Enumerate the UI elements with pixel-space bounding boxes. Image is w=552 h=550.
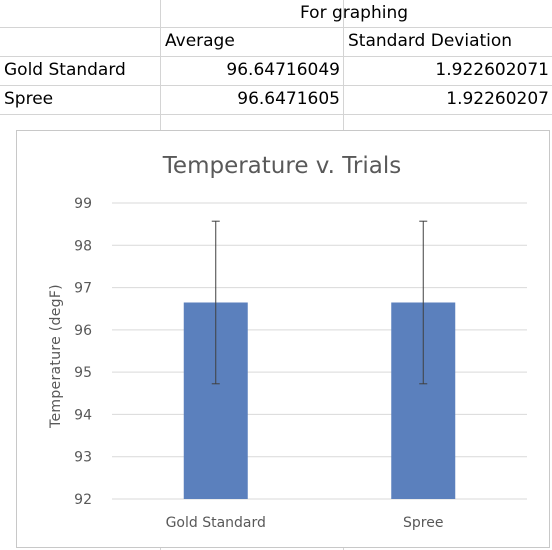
y-tick-label: 94 xyxy=(74,407,92,423)
y-tick-label: 95 xyxy=(74,365,92,381)
x-tick-label: Spree xyxy=(403,515,443,531)
y-axis-label: Temperature (degF) xyxy=(48,284,64,429)
row-divider xyxy=(0,27,552,28)
y-tick-label: 97 xyxy=(74,281,92,297)
y-tick-label: 93 xyxy=(74,450,92,466)
x-tick-label: Gold Standard xyxy=(166,515,266,531)
std-header-cell[interactable]: Standard Deviation xyxy=(348,31,513,51)
row-label-cell[interactable]: Gold Standard xyxy=(4,60,126,80)
average-header-cell[interactable]: Average xyxy=(165,31,235,51)
row-label-cell[interactable]: Spree xyxy=(4,89,54,109)
y-tick-label: 99 xyxy=(74,196,92,212)
row-divider xyxy=(0,114,552,115)
chart-container[interactable]: Temperature v. Trials 92 93 94 95 96 97 98 99 G… xyxy=(16,130,550,548)
std-value-cell[interactable]: 1.922602071 xyxy=(435,60,549,80)
row-divider xyxy=(0,56,552,57)
y-tick-label: 92 xyxy=(74,492,92,508)
row-divider xyxy=(0,85,552,86)
y-tick-label: 96 xyxy=(74,323,92,339)
average-value-cell[interactable]: 96.6471605 xyxy=(237,89,340,109)
bar-chart: Temperature v. Trials 92 93 94 95 96 97 98 99 G… xyxy=(48,153,527,531)
average-value-cell[interactable]: 96.64716049 xyxy=(226,60,340,80)
std-value-cell[interactable]: 1.92260207 xyxy=(446,89,549,109)
y-tick-label: 98 xyxy=(74,238,92,254)
chart-title: Temperature v. Trials xyxy=(162,153,401,179)
section-header-cell[interactable]: For graphing xyxy=(300,3,409,23)
